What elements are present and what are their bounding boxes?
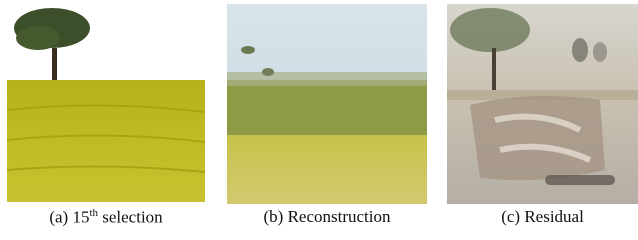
image-original bbox=[7, 2, 205, 202]
image-residual bbox=[447, 4, 638, 204]
caption-a: (a) 15th selection bbox=[7, 207, 205, 228]
image-reconstruction bbox=[227, 4, 427, 204]
caption-label: (b) bbox=[264, 207, 284, 226]
caption-b: (b) Reconstruction bbox=[222, 207, 432, 227]
caption-label: (c) bbox=[501, 207, 520, 226]
figure-images bbox=[0, 0, 638, 205]
caption-superscript: th bbox=[89, 207, 98, 219]
caption-text: Residual bbox=[524, 207, 584, 226]
caption-label: (a) bbox=[49, 208, 68, 227]
caption-c: (c) Residual bbox=[447, 207, 638, 227]
figure: (a) 15th selection (b) Reconstruction (c… bbox=[0, 0, 638, 240]
caption-text: Reconstruction bbox=[288, 207, 391, 226]
caption-text: selection bbox=[102, 208, 162, 227]
caption-number: 15 bbox=[72, 208, 89, 227]
